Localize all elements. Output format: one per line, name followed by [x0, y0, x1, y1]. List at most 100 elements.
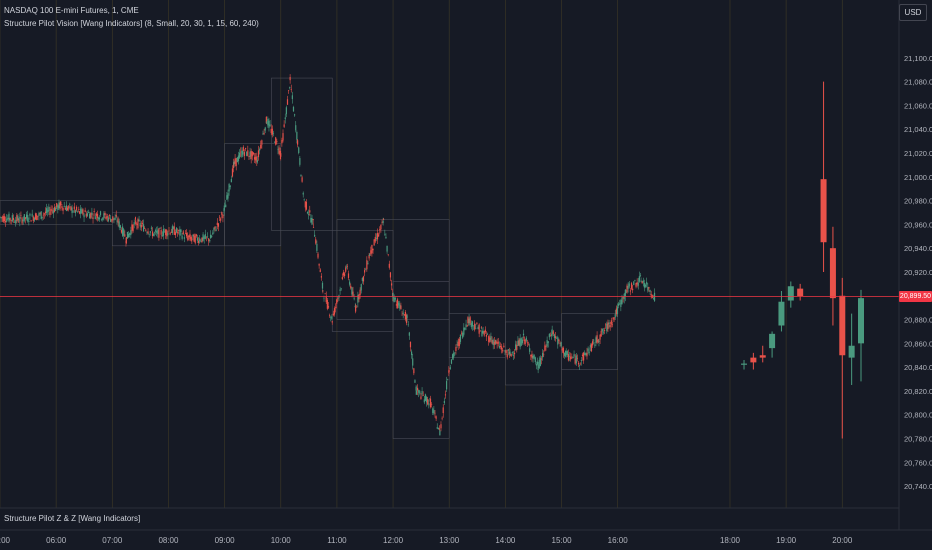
intraday-candle [322, 290, 324, 292]
pane-indicator-legend[interactable]: Structure Pilot Z & Z [Wang Indicators] [4, 514, 141, 523]
intraday-candle [501, 346, 503, 350]
intraday-candle [512, 355, 515, 356]
intraday-candle [562, 347, 564, 354]
intraday-candle [408, 332, 410, 336]
intraday-candle [415, 390, 418, 395]
intraday-candle [639, 275, 642, 276]
intraday-candle [257, 150, 260, 158]
intraday-candle [438, 428, 441, 430]
intraday-candle [160, 229, 162, 235]
intraday-candle [467, 317, 469, 324]
price-tick-label: 20,740.00 [904, 482, 932, 491]
intraday-candle [133, 222, 135, 225]
intraday-candle [54, 207, 57, 211]
intraday-candle [32, 216, 34, 221]
intraday-candle [485, 334, 488, 337]
intraday-candle [428, 403, 430, 406]
price-tick-label: 20,800.00 [904, 411, 932, 420]
intraday-candle [81, 209, 83, 214]
intraday-candle [145, 229, 147, 231]
intraday-candle [187, 236, 189, 240]
intraday-candle [551, 329, 553, 336]
currency-button[interactable]: USD [899, 4, 927, 21]
intraday-candle [600, 330, 602, 337]
intraday-candle [302, 192, 304, 195]
time-tick-label: 18:00 [720, 536, 741, 545]
intraday-candle [201, 237, 203, 243]
intraday-candle [646, 281, 648, 285]
intraday-candle [527, 344, 530, 346]
intraday-candle [532, 356, 534, 360]
intraday-candle [194, 235, 196, 244]
candle-body [848, 345, 855, 358]
intraday-candle [492, 339, 494, 346]
intraday-candle [263, 132, 265, 134]
intraday-candle [345, 267, 347, 272]
symbol-title[interactable]: NASDAQ 100 E-mini Futures, 1, CME [4, 6, 139, 15]
intraday-candle [238, 152, 241, 158]
intraday-candle [117, 218, 119, 223]
intraday-candle [312, 227, 315, 229]
time-axis[interactable]: 05:00 06:00 07:00 08:00 09:00 10:00 11:00 12:00… [0, 536, 853, 545]
intraday-candle [462, 332, 464, 338]
intraday-candle [230, 179, 232, 183]
intraday-candle [509, 351, 511, 356]
intraday-candle [3, 216, 6, 222]
intraday-candle [627, 286, 629, 289]
intraday-candle [376, 232, 379, 240]
intraday-candle [106, 216, 108, 218]
intraday-candle [325, 295, 327, 303]
intraday-candle [166, 229, 168, 237]
intraday-candle [284, 117, 286, 120]
price-tick-label: 21,020.00 [904, 149, 932, 158]
intraday-candle [242, 150, 244, 155]
intraday-candle [534, 357, 536, 363]
intraday-candle [91, 212, 93, 215]
intraday-candle [375, 237, 378, 239]
price-axis[interactable]: 21,100.00 21,080.00 21,060.00 21,040.00 21,0… [904, 54, 932, 491]
candle-body [858, 298, 864, 344]
price-tick-label: 20,920.00 [904, 268, 932, 277]
time-tick-label: 09:00 [215, 536, 236, 545]
intraday-candle [197, 240, 200, 243]
intraday-candle [432, 408, 434, 413]
intraday-candle [625, 292, 628, 293]
intraday-candle [502, 349, 504, 352]
intraday-candle [253, 157, 256, 160]
intraday-candle [97, 217, 99, 220]
intraday-candle [557, 337, 559, 345]
intraday-candle [535, 364, 538, 366]
intraday-candle [332, 313, 334, 316]
intraday-candle [99, 211, 102, 216]
intraday-candle [384, 233, 386, 235]
intraday-candle [179, 229, 181, 236]
intraday-candle [573, 354, 575, 357]
intraday-candle [591, 341, 594, 346]
intraday-candle [285, 107, 287, 115]
intraday-candle [519, 338, 521, 347]
intraday-candle [466, 325, 468, 327]
intraday-candle [554, 336, 557, 339]
intraday-candle [624, 289, 626, 297]
intraday-candle [386, 245, 388, 252]
intraday-candle [447, 379, 449, 381]
intraday-candle [217, 223, 220, 227]
price-tick-label: 21,100.00 [904, 54, 932, 63]
intraday-candle [442, 407, 444, 414]
intraday-candle [523, 336, 525, 342]
intraday-candle [135, 220, 137, 224]
intraday-candle [510, 353, 512, 357]
intraday-candle [7, 217, 9, 220]
intraday-candle [246, 151, 248, 156]
time-tick-label: 13:00 [439, 536, 460, 545]
intraday-candle [498, 346, 500, 348]
intraday-candle [123, 229, 125, 236]
intraday-candle [427, 399, 429, 405]
intraday-candle [632, 288, 634, 291]
intraday-candle [115, 215, 117, 217]
indicator-legend[interactable]: Structure Pilot Vision [Wang Indicators]… [4, 19, 259, 28]
intraday-candle [586, 352, 588, 357]
intraday-candle [212, 232, 214, 235]
intraday-candle [506, 354, 508, 358]
